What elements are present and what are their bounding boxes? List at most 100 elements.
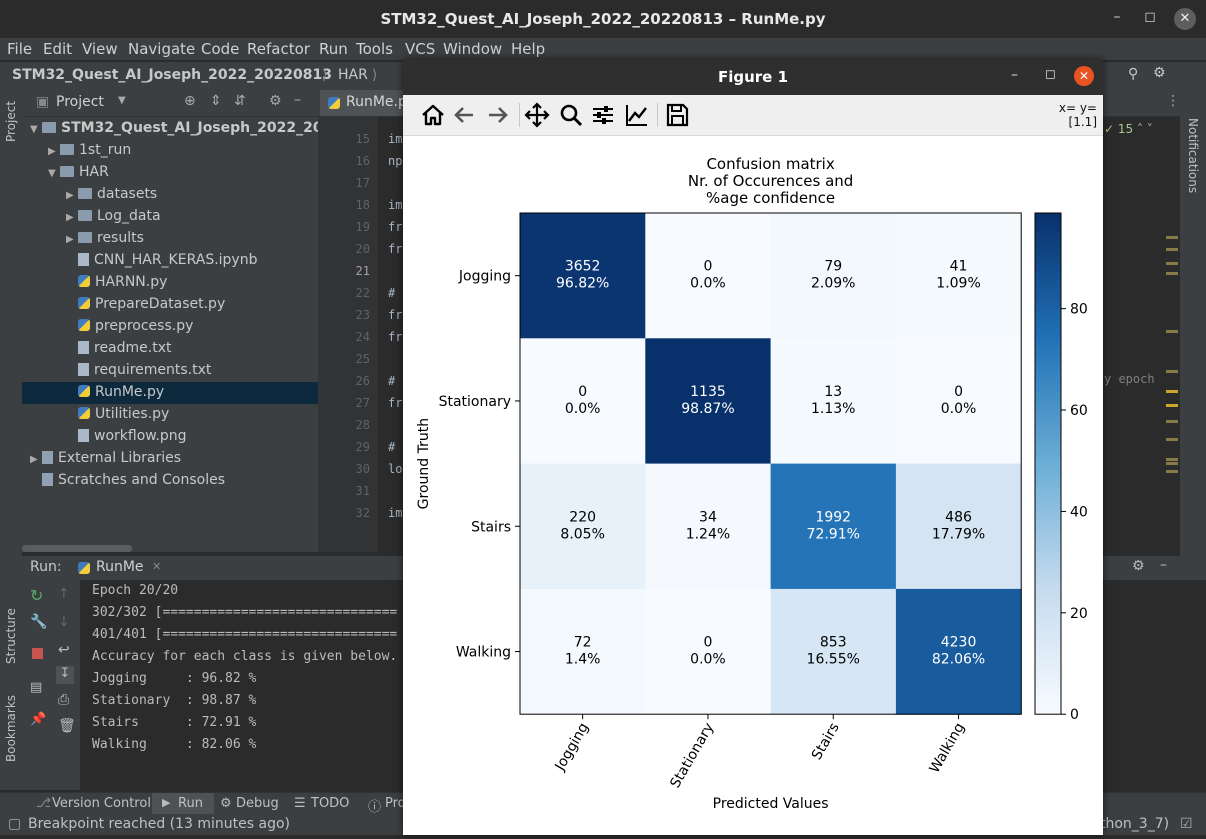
minimize-icon[interactable]: – (1113, 9, 1121, 25)
bottom-tab-run[interactable]: Run (178, 796, 203, 811)
pan-icon[interactable] (523, 101, 551, 129)
tree-item[interactable]: ▼ HAR (48, 161, 109, 183)
save-icon[interactable] (663, 101, 691, 129)
menu-navigate[interactable]: Navigate (128, 40, 196, 58)
layout-icon[interactable]: ▤ (30, 680, 43, 695)
error-stripe-mark[interactable] (1166, 248, 1178, 251)
back-arrow-icon[interactable] (451, 101, 479, 129)
error-stripe-mark[interactable] (1166, 470, 1178, 473)
arrow-down-icon[interactable]: ↓ (58, 614, 70, 630)
menu-tools[interactable]: Tools (356, 40, 393, 58)
project-horizontal-scrollbar[interactable] (22, 545, 132, 552)
figure-close-icon[interactable]: ✕ (1074, 66, 1094, 86)
edit-axis-icon[interactable] (623, 101, 651, 129)
error-stripe-mark[interactable] (1166, 236, 1178, 239)
configure-subplots-icon[interactable] (589, 101, 617, 129)
collapse-all-icon[interactable]: ⇵ (234, 93, 246, 109)
tree-item[interactable]: HARNN.py (66, 271, 167, 293)
stop-icon[interactable] (32, 648, 43, 659)
bottom-tab-problems[interactable]: Pro (385, 796, 406, 811)
menu-refactor[interactable]: Refactor (247, 40, 310, 58)
error-stripe-mark[interactable] (1166, 390, 1178, 393)
breadcrumb-project[interactable]: STM32_Quest_AI_Joseph_2022_20220813 (12, 67, 333, 83)
tree-item[interactable]: CNN_HAR_KERAS.ipynb (66, 249, 257, 271)
error-stripe-mark[interactable] (1166, 404, 1178, 407)
menu-vcs[interactable]: VCS (405, 40, 436, 58)
menu-view[interactable]: View (82, 40, 118, 58)
breadcrumb-folder[interactable]: HAR (338, 67, 368, 83)
tree-item[interactable]: preprocess.py (66, 315, 193, 337)
menu-file[interactable]: File (7, 40, 33, 58)
project-panel-title[interactable]: Project (56, 94, 104, 110)
hide-icon[interactable]: – (1160, 557, 1167, 573)
plot-canvas[interactable]: Confusion matrix Nr. of Occurences and %ag… (403, 136, 1103, 835)
arrow-up-icon[interactable]: ↑ (58, 586, 70, 602)
tree-item[interactable]: ▶ datasets (66, 183, 157, 205)
run-tab-runme[interactable]: RunMe ✕ (70, 556, 170, 582)
hide-icon[interactable]: – (294, 92, 301, 108)
maximize-icon[interactable]: ◻ (1144, 9, 1156, 25)
gear-icon[interactable]: ⚙ (269, 93, 282, 109)
trash-icon[interactable]: 🗑 (58, 718, 76, 734)
bottom-tab-version-control[interactable]: Version Control (52, 796, 151, 811)
bottom-tab-todo[interactable]: TODO (311, 796, 350, 811)
error-stripe-mark[interactable] (1166, 458, 1178, 461)
zoom-icon[interactable] (557, 101, 585, 129)
figure-minimize-icon[interactable]: – (1011, 67, 1018, 83)
tree-root[interactable]: ▼ STM32_Quest_AI_Joseph_2022_20 (30, 117, 323, 139)
chevron-down-icon[interactable]: ▼ (118, 95, 126, 106)
expand-all-icon[interactable]: ⇕ (210, 93, 222, 109)
tree-item[interactable]: ▶ External Libraries (30, 447, 181, 469)
close-tab-icon[interactable]: ✕ (152, 560, 162, 573)
bottom-tab-debug[interactable]: Debug (236, 796, 279, 811)
inspection-widget[interactable]: ✓ 15 ˄ ˅ (1104, 122, 1153, 136)
tree-item[interactable]: PrepareDataset.py (66, 293, 225, 315)
tree-item[interactable]: RunMe.py (66, 381, 164, 403)
error-stripe-mark[interactable] (1166, 438, 1178, 441)
error-stripe-mark[interactable] (1166, 272, 1178, 275)
interpreter-label[interactable]: thon_3_7) (1100, 816, 1170, 832)
more-icon[interactable]: ⋮ (1166, 93, 1180, 109)
rerun-icon[interactable]: ↻ (30, 586, 44, 605)
menu-help[interactable]: Help (511, 40, 546, 58)
heatmap-cell (895, 213, 1022, 339)
soft-wrap-icon[interactable]: ↩ (58, 642, 70, 658)
wrench-icon[interactable]: 🔧 (30, 614, 48, 630)
menu-run[interactable]: Run (319, 40, 348, 58)
menu-edit[interactable]: Edit (43, 40, 73, 58)
gear-icon[interactable]: ⚙ (1132, 558, 1145, 574)
error-stripe-mark[interactable] (1166, 462, 1178, 465)
tree-item[interactable]: ▶ 1st_run (48, 139, 131, 161)
gear-icon[interactable]: ⚙ (1153, 65, 1166, 81)
forward-arrow-icon[interactable] (483, 101, 511, 129)
error-stripe-mark[interactable] (1166, 330, 1178, 333)
tree-item[interactable]: Scratches and Consoles (30, 469, 225, 491)
tree-item[interactable]: readme.txt (66, 337, 172, 359)
notifications-tool-tab[interactable]: Notifications (1186, 118, 1200, 194)
tree-item[interactable]: ▶ Log_data (66, 205, 161, 227)
search-icon[interactable]: ⚲ (1128, 66, 1139, 82)
print-icon[interactable]: ⎙ (58, 692, 70, 708)
bottom-tab-run-active[interactable] (152, 793, 214, 815)
tree-item[interactable]: ▶ results (66, 227, 144, 249)
error-stripe-mark[interactable] (1166, 420, 1178, 423)
toolbar-separator (657, 103, 658, 127)
project-tool-tab[interactable]: Project (4, 100, 18, 142)
figure-maximize-icon[interactable]: ◻ (1045, 67, 1056, 82)
scroll-to-end-icon[interactable]: ↧ (56, 666, 74, 684)
tree-item[interactable]: requirements.txt (66, 359, 211, 381)
pin-icon[interactable]: 📌 (30, 712, 47, 727)
close-icon[interactable]: ✕ (1174, 8, 1196, 30)
menu-code[interactable]: Code (201, 40, 240, 58)
cell-count-label: 4230 (941, 635, 977, 651)
menu-window[interactable]: Window (443, 40, 503, 58)
tree-item[interactable]: Utilities.py (66, 403, 169, 425)
bookmarks-tool-tab[interactable]: Bookmarks (4, 694, 18, 762)
error-stripe-mark[interactable] (1166, 262, 1178, 265)
editor-tab-runme[interactable]: RunMe.py (320, 90, 415, 116)
home-icon[interactable] (419, 101, 447, 129)
structure-tool-tab[interactable]: Structure (4, 608, 18, 664)
locate-icon[interactable]: ⊕ (184, 93, 196, 109)
tree-item[interactable]: workflow.png (66, 425, 187, 447)
error-stripe-mark[interactable] (1166, 370, 1178, 373)
